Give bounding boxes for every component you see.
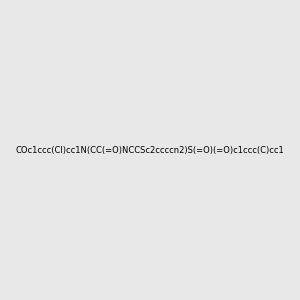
- Text: COc1ccc(Cl)cc1N(CC(=O)NCCSc2ccccn2)S(=O)(=O)c1ccc(C)cc1: COc1ccc(Cl)cc1N(CC(=O)NCCSc2ccccn2)S(=O)…: [16, 146, 284, 154]
